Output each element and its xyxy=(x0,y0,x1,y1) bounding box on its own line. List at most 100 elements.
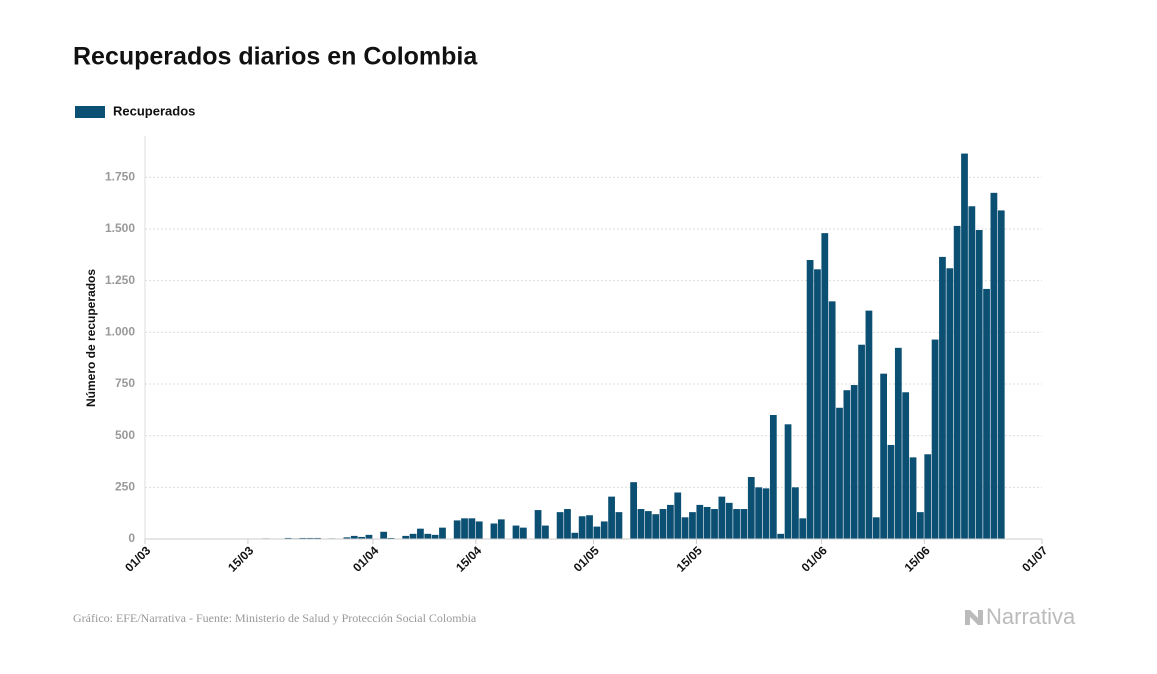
bar xyxy=(475,521,483,539)
source: Gráfico: EFE/Narrativa - Fuente: Ministe… xyxy=(73,611,477,625)
y-tick-label: 0 xyxy=(128,531,135,545)
bar xyxy=(534,510,542,539)
bar xyxy=(821,233,829,539)
y-tick-label: 1.750 xyxy=(105,170,135,184)
bar xyxy=(461,518,468,539)
bar xyxy=(858,344,865,539)
bar xyxy=(608,496,615,539)
x-tick-label: 15/04 xyxy=(453,543,484,574)
bar xyxy=(865,310,873,539)
bar xyxy=(630,482,638,539)
bar xyxy=(667,504,674,539)
brand-icon xyxy=(965,610,983,625)
bar xyxy=(711,509,718,539)
bar xyxy=(909,457,917,539)
bar xyxy=(578,516,586,539)
bar xyxy=(836,407,843,539)
bar xyxy=(497,519,505,539)
bar xyxy=(468,518,476,539)
bar xyxy=(615,512,623,539)
bar xyxy=(725,502,733,539)
bar xyxy=(424,533,432,539)
legend-label: Recuperados xyxy=(113,103,195,118)
bar xyxy=(843,390,851,539)
x-tick-label: 01/03 xyxy=(122,543,153,574)
bar xyxy=(718,496,726,539)
bar xyxy=(417,528,424,539)
brand: Narrativa xyxy=(986,604,1076,629)
bar xyxy=(997,210,1005,539)
bar xyxy=(490,523,498,539)
bar xyxy=(431,534,439,539)
bar xyxy=(784,424,792,539)
bar xyxy=(512,525,520,539)
bar xyxy=(306,537,314,539)
bar xyxy=(968,206,976,539)
bar xyxy=(586,515,593,539)
bar xyxy=(314,537,321,539)
bar xyxy=(299,537,307,539)
bar xyxy=(747,477,755,539)
bar xyxy=(931,339,939,539)
bar xyxy=(777,533,785,539)
bar xyxy=(380,531,388,539)
bar xyxy=(939,256,946,539)
bar xyxy=(880,373,887,539)
y-tick-label: 750 xyxy=(115,376,135,390)
bar xyxy=(637,509,645,539)
bar xyxy=(828,301,836,539)
x-tick-label: 15/06 xyxy=(902,543,933,574)
bar xyxy=(284,537,292,539)
bar xyxy=(946,268,954,539)
bar xyxy=(593,526,601,539)
bar xyxy=(556,512,564,539)
bar xyxy=(755,487,763,539)
bar xyxy=(990,192,998,540)
bar xyxy=(762,488,770,539)
bar xyxy=(644,511,652,539)
bar xyxy=(571,532,579,539)
bar xyxy=(696,504,704,539)
bar xyxy=(814,269,821,539)
bar xyxy=(659,509,667,539)
bar xyxy=(453,520,461,539)
bar xyxy=(733,509,740,539)
chart-title: Recuperados diarios en Colombia xyxy=(73,43,478,71)
bar xyxy=(917,512,924,539)
bar xyxy=(439,527,446,539)
bar xyxy=(902,392,910,539)
bar xyxy=(402,535,410,539)
bar xyxy=(689,512,696,539)
x-tick-label: 15/03 xyxy=(225,543,256,574)
bar xyxy=(850,385,858,539)
bar xyxy=(792,487,799,539)
bar xyxy=(953,225,961,539)
bar xyxy=(983,288,990,539)
bar xyxy=(600,521,608,539)
bar xyxy=(674,492,682,539)
y-tick-label: 1.500 xyxy=(105,221,135,235)
bar xyxy=(681,517,689,539)
bar xyxy=(924,454,932,539)
bar xyxy=(652,514,660,539)
bar xyxy=(799,518,807,539)
bar xyxy=(894,347,902,539)
bar xyxy=(358,536,365,539)
y-tick-label: 1.250 xyxy=(105,273,135,287)
bar xyxy=(519,527,527,539)
bar xyxy=(387,537,395,539)
bar xyxy=(975,230,983,540)
y-tick-label: 500 xyxy=(115,428,135,442)
y-tick-label: 1.000 xyxy=(105,325,135,339)
x-tick-label: 15/05 xyxy=(674,543,705,574)
x-tick-label: 01/05 xyxy=(571,543,602,574)
bar xyxy=(365,534,373,539)
bar xyxy=(961,153,968,540)
x-tick-label: 01/07 xyxy=(1019,543,1050,574)
bar xyxy=(769,415,777,539)
bar xyxy=(564,509,571,539)
bar xyxy=(887,444,895,539)
bar xyxy=(806,260,814,539)
x-tick-label: 01/06 xyxy=(799,543,830,574)
